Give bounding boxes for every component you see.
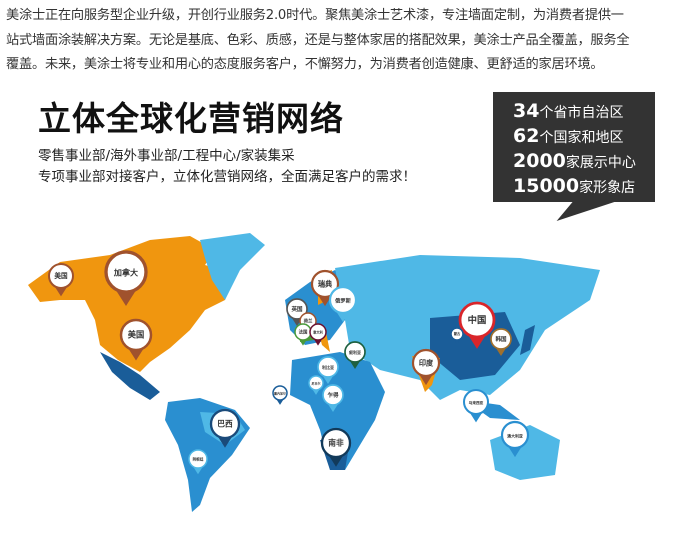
pin-head [48,263,74,289]
pin-label: 蒙古 [454,331,461,336]
pin-head [209,408,241,440]
map-pin[interactable]: 中国 [458,301,496,349]
map-pin[interactable]: 塞内加尔 [272,385,288,405]
map-pin[interactable]: 南非 [320,427,352,467]
pin-head [317,356,339,378]
north-america [28,236,230,372]
stat-row: 62个国家和地区 [513,125,624,147]
intro-line: 覆盖。未来，美涂士将专业和用心的态度服务客户，不懈努力，为消费者创造健康、更舒适… [6,57,604,72]
greenland [200,233,265,300]
stat-row: 15000家形象店 [513,175,636,197]
pin-label: 澳大利亚 [507,433,523,438]
pin-head [490,328,512,350]
pin-label: 美国 [128,330,145,340]
pin-label: 美国 [54,271,68,280]
pin-head [450,327,464,341]
pin-head [322,384,344,406]
pin-head [411,348,441,378]
pin-head [308,375,324,391]
pin-label: 南非 [328,438,344,448]
pin-label: 马来西亚 [469,400,484,405]
map-pin[interactable]: 印度 [411,348,441,386]
intro-line: 站式墙面涂装解决方案。无论是基底、色彩、质感，还是与整体家居的搭配效果，美涂士产… [6,32,630,48]
subtitle-line: 专项事业部对接客户，立体化营销网络，全面满足客户的需求！ [38,169,416,185]
map-pin[interactable]: 美国 [119,318,153,361]
intro-text: 美涂士正在向服务型企业升级，开创行业服务2.0时代。聚焦美涂士艺术漆，专注墙面定… [6,4,690,78]
pin-label: 俄罗斯 [334,296,351,304]
map-pin[interactable]: 阿根廷 [188,449,208,475]
pin-head [344,341,366,363]
map-pin[interactable]: 美国 [48,263,74,297]
map-pin[interactable]: 瑞典 [310,269,340,307]
mexico [100,352,160,400]
stat-row: 34个省市自治区 [513,100,624,122]
pin-label: 瑞典 [318,279,332,288]
subtitle-line: 零售事业部/海外事业部/工程中心/家装集采 [38,148,295,164]
map-pin[interactable]: 马来西亚 [463,389,489,423]
intro-line: 美涂士正在向服务型企业升级，开创行业服务2.0时代。聚焦美涂士艺术漆，专注墙面定… [6,8,624,23]
map-pin[interactable]: 尼日尔 [308,375,324,395]
map-pin[interactable]: 澳大利亚 [500,420,530,458]
banner-subtitle: 零售事业部/海外事业部/工程中心/家装集采 专项事业部对接客户，立体化营销网络，… [38,146,416,188]
map-pin[interactable]: 乍得 [322,384,344,412]
pin-head [104,250,148,294]
map-pin[interactable]: 叙利亚 [344,341,366,369]
pin-head [320,427,352,459]
pin-head [272,385,288,401]
pin-label: 叙利亚 [349,349,361,355]
banner-title: 立体全球化营销网络 [38,99,344,138]
pin-label: 尼日尔 [311,380,320,385]
map-pin[interactable]: 蒙古 [450,327,464,345]
pin-head [286,298,308,320]
pin-head [309,323,327,341]
pin-head [500,420,530,450]
map-pin[interactable]: 加拿大 [104,250,148,306]
map-pin[interactable]: 韩国 [490,328,512,356]
map-pin[interactable]: 法国 [294,323,312,346]
pin-head [119,318,153,352]
bubble-tail [556,201,618,221]
pin-label: 利比亚 [321,364,334,370]
pin-label: 乍得 [327,391,339,399]
pin-head [458,301,496,339]
pin-label: 塞内加尔 [273,390,286,395]
pin-label: 韩国 [495,335,507,343]
stat-row: 2000家展示中心 [513,150,636,172]
pin-label: 加拿大 [113,268,138,278]
pin-head [310,269,340,299]
pin-head [463,389,489,415]
map-pin[interactable]: 俄罗斯 [328,285,358,323]
pin-label: 印度 [419,358,434,367]
map-pin[interactable]: 巴西 [209,408,241,448]
pin-label: 阿根廷 [193,457,204,462]
pin-label: 巴西 [217,420,233,429]
stats-bubble: 34个省市自治区 62个国家和地区 2000家展示中心 15000家形象店 [493,92,655,202]
pin-label: 意大利 [313,329,323,334]
map-pin[interactable]: 意大利 [309,323,327,346]
pin-label: 中国 [468,314,487,326]
map-pin[interactable]: 利比亚 [317,356,339,384]
pin-label: 荷兰 [303,317,313,324]
pin-head [328,285,358,315]
pin-head [188,449,208,469]
pin-label: 法国 [299,328,308,335]
pin-label: 英国 [291,305,303,313]
